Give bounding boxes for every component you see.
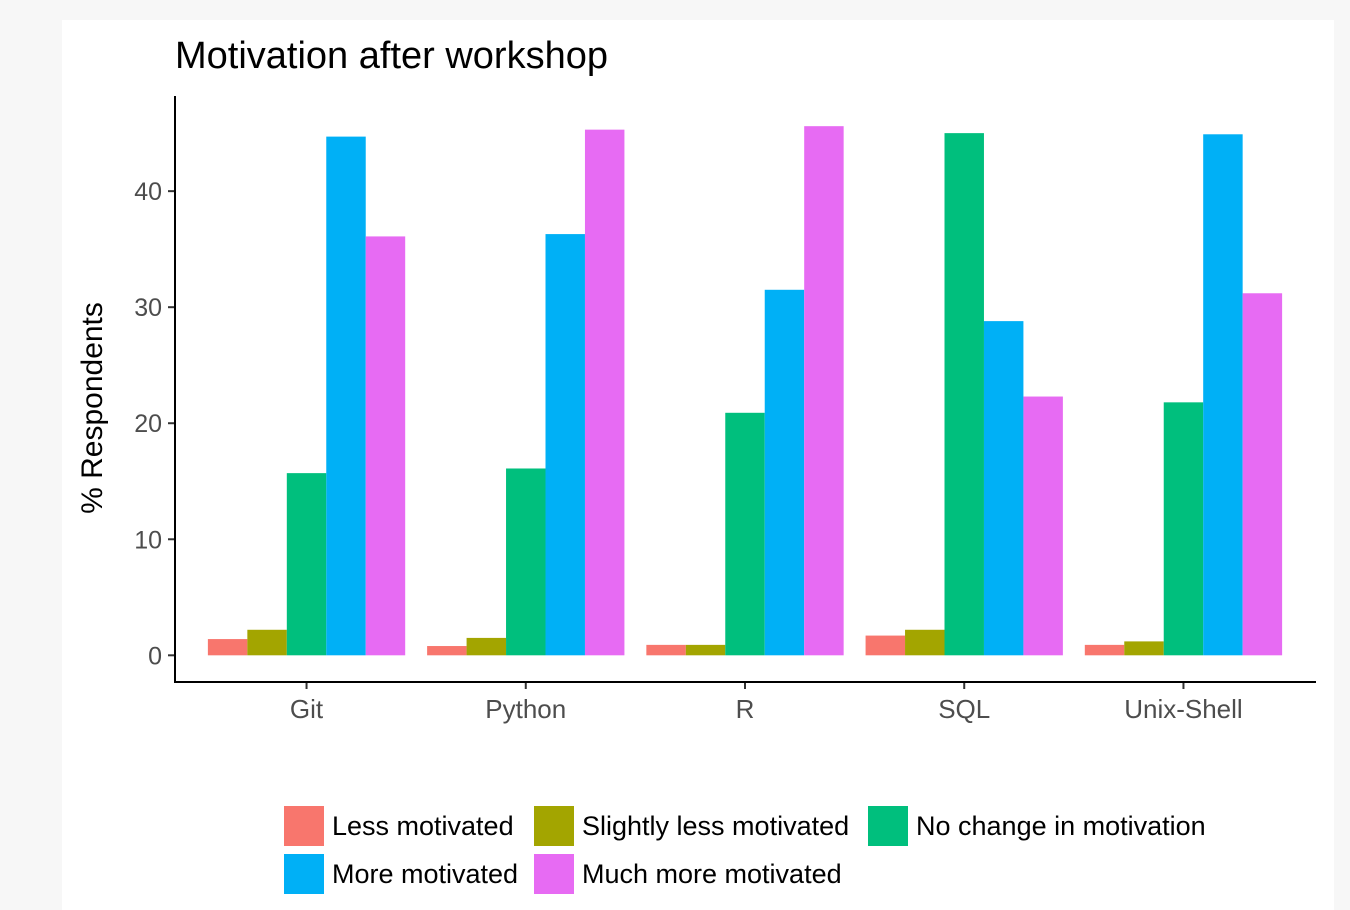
legend-item: More motivated (284, 854, 534, 894)
legend-swatch (284, 854, 324, 894)
bar-unix-shell-more-motivated (1203, 134, 1243, 656)
bar-python-less-motivated (427, 646, 467, 656)
bar-unix-shell-less-motivated (1084, 644, 1125, 656)
bar-r-less-motivated (646, 644, 686, 656)
x-axis-ticks: Git Python R SQL Unix-Shell (290, 682, 1243, 724)
y-axis-ticks: 0 10 20 30 40 (134, 178, 175, 670)
bar-unix-shell-slightly-less-motivated (1124, 641, 1164, 656)
chart-title: Motivation after workshop (175, 35, 608, 77)
y-tick-label: 40 (134, 178, 162, 206)
bar-sql-more-motivated (983, 321, 1024, 656)
y-tick-label: 20 (134, 410, 162, 438)
legend-item: Less motivated (284, 806, 534, 846)
legend-swatch (284, 806, 324, 846)
bar-unix-shell-no-change-in-motivation (1163, 402, 1204, 656)
bar-unix-shell-much-more-motivated (1242, 293, 1283, 656)
legend-label: Slightly less motivated (582, 810, 850, 841)
bar-python-slightly-less-motivated (466, 637, 507, 656)
chart-panel: Motivation after workshop % Respondents … (62, 20, 1334, 910)
legend-swatch (868, 806, 908, 846)
y-tick-label: 10 (134, 526, 162, 554)
bar-chart: Motivation after workshop % Respondents … (76, 35, 1316, 724)
bar-sql-no-change-in-motivation (944, 133, 984, 656)
bar-git-more-motivated (326, 136, 366, 656)
bar-git-slightly-less-motivated (247, 629, 287, 656)
y-axis-label: % Respondents (76, 302, 109, 514)
legend-swatch (534, 854, 574, 894)
bar-git-much-more-motivated (365, 236, 406, 656)
legend-label: Much more motivated (582, 858, 842, 889)
bar-sql-less-motivated (865, 635, 906, 656)
bars (207, 126, 1283, 656)
x-tick-label: Python (485, 694, 566, 724)
legend-swatch (534, 806, 574, 846)
bar-python-more-motivated (545, 234, 585, 656)
chart-legend: Less motivated Slightly less motivated No … (284, 806, 1206, 894)
legend-label: No change in motivation (916, 810, 1206, 841)
bar-python-much-more-motivated (584, 129, 625, 656)
y-tick-label: 0 (148, 642, 162, 670)
x-tick-label: SQL (938, 694, 990, 724)
bar-sql-slightly-less-motivated (905, 629, 945, 656)
legend-label: More motivated (332, 858, 519, 889)
legend-label: Less motivated (332, 810, 514, 841)
legend-item: Slightly less motivated (534, 806, 868, 846)
bar-r-no-change-in-motivation (725, 412, 765, 656)
bar-r-more-motivated (764, 289, 805, 656)
bar-r-much-more-motivated (804, 126, 844, 656)
legend-item: Much more motivated (534, 854, 868, 894)
bar-r-slightly-less-motivated (685, 644, 726, 656)
bar-git-less-motivated (207, 639, 248, 656)
y-tick-label: 30 (134, 294, 162, 322)
x-tick-label: Unix-Shell (1124, 694, 1243, 724)
bar-sql-much-more-motivated (1023, 396, 1063, 656)
x-tick-label: Git (290, 694, 324, 724)
bar-python-no-change-in-motivation (506, 468, 546, 656)
legend-item: No change in motivation (868, 806, 1206, 846)
bar-git-no-change-in-motivation (286, 473, 327, 656)
x-tick-label: R (736, 694, 755, 724)
